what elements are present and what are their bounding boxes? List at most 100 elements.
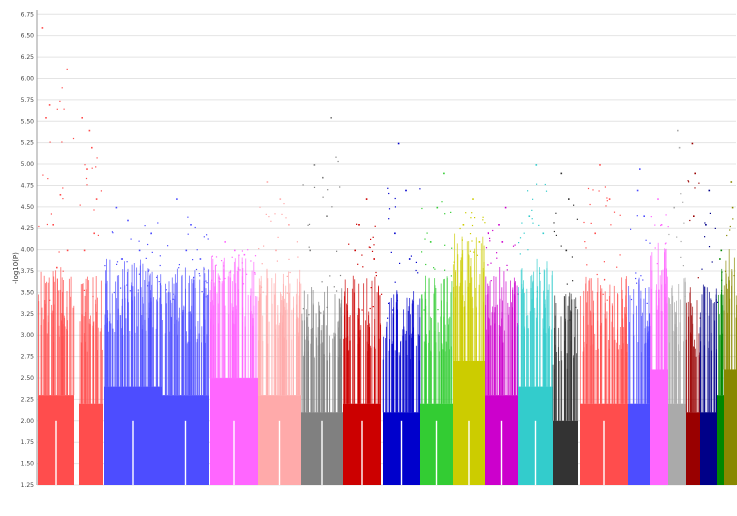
data-point [504,206,507,209]
scatter-point [187,216,189,218]
scatter-point [97,234,99,236]
scatter-point [372,236,374,238]
scatter-point [326,306,328,308]
data-point [243,253,246,256]
chromosome-band [209,249,258,485]
scatter-point [709,212,711,214]
scatter-point [66,68,68,70]
chromosome-band [650,214,669,485]
band-core [650,369,668,485]
scatter-point [388,192,390,195]
data-point [121,258,123,260]
scatter-point [258,248,260,250]
scatter-point [157,222,159,224]
scatter-point [203,236,205,238]
scatter-point [394,206,396,208]
data-point [199,258,202,260]
scatter-point [308,223,311,225]
scatter-point [606,200,608,202]
scatter-point [506,269,508,271]
scatter-point [680,240,682,243]
y-tick-label: 2.00 [21,418,35,425]
data-point [373,258,375,260]
scatter-point [86,184,88,186]
scatter-point [635,272,637,274]
y-tick-label: 5.75 [21,97,35,104]
data-point [81,117,83,119]
scatter-point [241,250,243,252]
data-point [91,146,93,149]
scatter-point [682,201,684,203]
scatter-point [650,216,652,218]
scatter-point [167,245,169,247]
scatter-point [610,224,612,226]
scatter-point [490,262,492,264]
data-point [691,142,694,145]
scatter-point [387,317,389,319]
data-point [599,164,601,166]
scatter-point [130,238,132,240]
scatter-point [261,263,263,265]
data-point [660,224,663,226]
scatter-point [437,309,439,311]
scatter-point [459,227,461,230]
data-point [528,215,531,217]
scatter-point [83,289,85,291]
scatter-point [313,186,316,188]
scatter-point [302,184,304,186]
scatter-point [590,222,592,224]
scatter-point [410,255,412,257]
scatter-point [538,224,540,226]
scatter-point [708,246,711,248]
data-point [693,215,695,217]
scatter-point [701,268,703,270]
data-point [443,172,445,175]
scatter-point [571,256,573,258]
data-point [720,249,723,252]
chromosome-band [420,201,453,485]
scatter-point [560,245,562,247]
scatter-point [151,251,153,253]
scatter-point [555,212,557,214]
data-point [408,258,411,260]
scatter-point [49,299,51,301]
scatter-point [239,269,241,271]
band-core [686,412,700,485]
scatter-point [260,286,263,288]
chromosome-band [301,156,343,485]
scatter-point [584,241,586,243]
scatter-point [159,255,161,257]
y-tick-label: 6.00 [21,75,35,82]
scatter-point [159,264,161,267]
scatter-point [289,271,291,274]
scatter-point [573,204,575,206]
scatter-point [156,276,158,278]
data-point [731,206,734,209]
scatter-point [238,254,240,256]
y-tick-label: 4.50 [21,204,35,211]
scatter-point [453,261,455,263]
scatter-point [286,275,288,277]
scatter-point [434,268,436,270]
scatter-point [444,269,446,271]
data-point [322,176,324,179]
scatter-point [370,238,372,240]
scatter-point [471,224,474,227]
data-point [127,219,129,222]
scatter-point [569,319,571,321]
scatter-point [296,241,298,243]
scatter-point [159,283,161,285]
scatter-point [59,100,61,102]
chromosome-band [257,203,302,485]
y-tick-label: 5.25 [21,140,35,147]
band-core [717,395,724,485]
scatter-point [229,271,231,273]
scatter-point [111,231,113,233]
data-point [673,206,675,209]
scatter-point [687,180,689,182]
scatter-point [138,273,140,275]
scatter-point [531,218,533,220]
scatter-point [207,238,209,240]
data-point [150,232,152,235]
scatter-point [173,293,175,295]
